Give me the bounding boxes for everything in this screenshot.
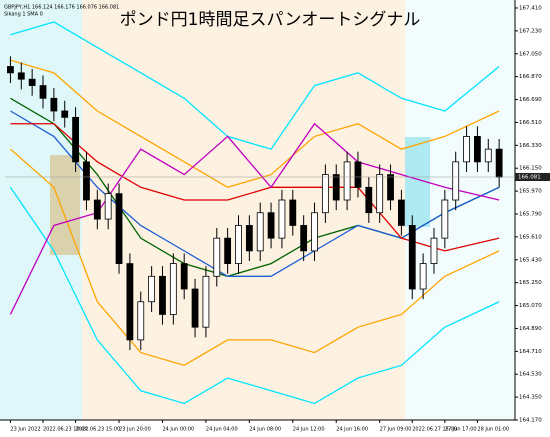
- candle-body: [267, 212, 275, 239]
- indicator-line: [10, 59, 500, 188]
- x-tick-label: 24 Jun 16:00: [336, 427, 368, 433]
- candle-body: [256, 212, 264, 252]
- x-tick-label: 2022.06.23 10:00: [43, 427, 88, 433]
- candle-body: [39, 85, 47, 99]
- candle-body: [104, 193, 112, 220]
- y-tick-label: 166.510: [519, 120, 542, 126]
- candle-body: [72, 116, 79, 163]
- candle-body: [495, 148, 503, 178]
- x-tick-label: 2022.06.23 15:00: [76, 427, 121, 433]
- last-price-box: [515, 172, 550, 181]
- candle-body: [235, 225, 242, 264]
- candle-body: [115, 193, 123, 264]
- candle-body: [397, 199, 405, 226]
- candle-body: [213, 237, 221, 277]
- y-tick-label: 166.690: [519, 97, 542, 103]
- y-tick-label: 166.330: [519, 143, 542, 149]
- y-tick-label: 165.790: [519, 212, 542, 218]
- candle-body: [148, 275, 156, 303]
- candle-body: [419, 263, 427, 290]
- candle-body: [430, 237, 438, 264]
- y-tick-label: 164.890: [519, 326, 542, 332]
- x-tick-label: 24 Jun 08:00: [249, 427, 281, 433]
- y-tick-label: 167.410: [519, 6, 542, 12]
- candle-body: [180, 263, 188, 290]
- x-tick-label: 24 Jun 00:00: [162, 427, 194, 433]
- candle-body: [278, 199, 286, 239]
- candle-body: [126, 263, 134, 341]
- y-tick-label: 165.610: [519, 234, 542, 240]
- y-tick-label: 167.050: [519, 51, 542, 57]
- session-zone: [82, 0, 405, 420]
- candle-body: [354, 161, 362, 188]
- x-tick-label: 28 Jun 01:00: [477, 427, 509, 433]
- candle-body: [83, 161, 90, 201]
- y-tick-label: 165.430: [519, 257, 542, 263]
- x-tick-label: 23 Jun 20:00: [119, 427, 151, 433]
- y-tick-label: 165.970: [519, 189, 542, 195]
- candle-body: [408, 225, 416, 290]
- x-tick-label: 24 Jun 04:00: [206, 427, 238, 433]
- candle-body: [224, 237, 232, 264]
- candle-body: [169, 263, 177, 315]
- y-tick-label: 167.230: [519, 28, 542, 34]
- candle-body: [159, 275, 166, 315]
- indicator-line: [9, 186, 500, 405]
- candle-body: [245, 225, 253, 252]
- candle-body: [28, 78, 36, 86]
- indicator-line: [10, 123, 500, 252]
- x-tick-label: 2022.06.27 15:00: [412, 427, 457, 433]
- candle-body: [50, 97, 58, 112]
- candle-body: [7, 66, 14, 74]
- indicator-line: [10, 110, 500, 277]
- last-price-label: 166.081: [518, 174, 541, 180]
- candle-body: [343, 161, 351, 201]
- y-tick-label: 165.070: [519, 303, 542, 309]
- y-tick-label: 165.250: [519, 280, 542, 286]
- indicator-line: [10, 148, 500, 367]
- y-tick-label: 164.710: [519, 349, 542, 355]
- candle-body: [311, 212, 318, 252]
- candle-body: [365, 186, 373, 214]
- candle-body: [17, 72, 25, 80]
- candle-body: [93, 199, 101, 220]
- x-tick-label: 23 Jun 2022: [10, 427, 40, 433]
- y-tick-label: 164.350: [519, 395, 542, 401]
- indicator-line: [10, 21, 500, 150]
- candle-body: [300, 225, 308, 252]
- candle-body: [441, 199, 449, 239]
- y-tick-label: 166.150: [519, 166, 542, 172]
- candle-body: [61, 110, 69, 118]
- chart-title: ポンド円1時間足スパンオートシグナル: [120, 10, 421, 30]
- candle-body: [289, 199, 297, 226]
- candle-body: [387, 174, 394, 201]
- chart-header: GBPJPY,H1 166.124 166.176 166.076 166.08…: [4, 5, 119, 11]
- x-tick-label: 27 Jun 09:00: [380, 427, 412, 433]
- candle-body: [376, 174, 384, 214]
- candle-body: [484, 148, 492, 163]
- y-tick-label: 164.530: [519, 372, 542, 378]
- candle-body: [191, 288, 199, 328]
- candle-body: [474, 136, 481, 163]
- indicator-line: [9, 122, 500, 315]
- candle-body: [321, 174, 329, 214]
- candle-body: [202, 275, 210, 328]
- x-tick-label: 24 Jun 12:00: [293, 427, 325, 433]
- y-tick-label: 164.170: [519, 418, 542, 424]
- x-tick-label: 27 Jun 17:00: [445, 427, 477, 433]
- candle-body: [452, 161, 460, 201]
- y-tick-label: 166.870: [519, 74, 542, 80]
- candle-body: [332, 174, 340, 201]
- signal-box: [50, 155, 80, 255]
- candle-body: [463, 136, 470, 163]
- chart-subheader: Sikang 1 SMA 0: [4, 12, 43, 18]
- candle-body: [137, 301, 145, 341]
